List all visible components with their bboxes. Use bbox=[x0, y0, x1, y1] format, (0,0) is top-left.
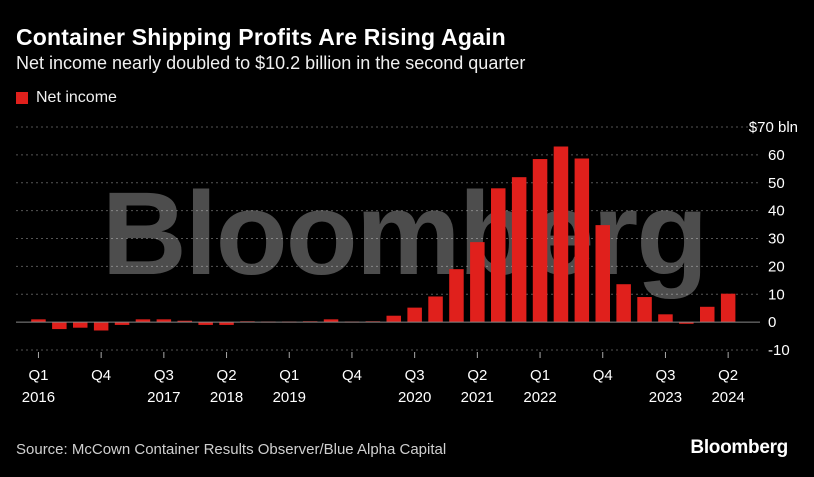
bar bbox=[93, 322, 109, 331]
legend-label: Net income bbox=[36, 89, 117, 106]
brand-logo: Bloomberg bbox=[690, 437, 788, 458]
bar bbox=[135, 319, 151, 323]
bar bbox=[73, 322, 88, 328]
bar bbox=[595, 225, 610, 323]
bar bbox=[532, 159, 548, 323]
x-tick-quarter-label: Q3 bbox=[154, 367, 174, 384]
bar bbox=[219, 322, 234, 325]
x-tick-quarter-label: Q3 bbox=[655, 367, 675, 384]
bar bbox=[511, 177, 527, 323]
bar bbox=[114, 322, 130, 325]
x-tick-year-label: 2021 bbox=[461, 389, 494, 406]
x-tick-year-label: 2022 bbox=[523, 389, 556, 406]
bar bbox=[198, 322, 213, 325]
legend: Net income bbox=[16, 89, 117, 107]
x-tick-quarter-label: Q4 bbox=[342, 367, 362, 384]
bar bbox=[449, 269, 464, 323]
x-tick-year-label: 2020 bbox=[398, 389, 431, 406]
y-tick-label: 10 bbox=[768, 286, 785, 303]
bar bbox=[720, 293, 736, 323]
chart-title: Container Shipping Profits Are Rising Ag… bbox=[16, 24, 506, 50]
chart-subtitle: Net income nearly doubled to $10.2 billi… bbox=[16, 53, 526, 73]
bar bbox=[31, 319, 46, 323]
bar bbox=[700, 306, 715, 323]
x-tick-quarter-label: Q2 bbox=[467, 367, 487, 384]
bar bbox=[637, 297, 652, 323]
x-tick-quarter-label: Q4 bbox=[593, 367, 613, 384]
bar bbox=[616, 284, 631, 323]
y-tick-label: 30 bbox=[768, 231, 785, 248]
watermark-logo: Bloomberg bbox=[102, 168, 707, 300]
x-tick-quarter-label: Q4 bbox=[91, 367, 111, 384]
x-tick-quarter-label: Q1 bbox=[28, 367, 48, 384]
bar bbox=[156, 319, 172, 323]
bar bbox=[407, 307, 422, 323]
y-tick-label: 0 bbox=[768, 314, 776, 331]
bar bbox=[679, 322, 694, 324]
x-tick-year-label: 2019 bbox=[273, 389, 306, 406]
y-tick-label: 20 bbox=[768, 258, 785, 275]
x-tick-quarter-label: Q1 bbox=[530, 367, 550, 384]
bar bbox=[428, 296, 443, 323]
legend-swatch bbox=[16, 92, 28, 104]
bar bbox=[553, 146, 569, 323]
x-tick-quarter-label: Q2 bbox=[718, 367, 738, 384]
x-tick-year-label: 2024 bbox=[711, 389, 744, 406]
y-tick-label: 40 bbox=[768, 203, 785, 220]
bar bbox=[574, 158, 590, 323]
y-tick-label: 50 bbox=[768, 175, 785, 192]
bar bbox=[386, 315, 401, 323]
x-tick-year-label: 2023 bbox=[649, 389, 682, 406]
x-tick-quarter-label: Q3 bbox=[405, 367, 425, 384]
x-tick-quarter-label: Q2 bbox=[217, 367, 237, 384]
x-tick-year-label: 2017 bbox=[147, 389, 180, 406]
bar bbox=[52, 322, 67, 330]
bar bbox=[323, 319, 339, 323]
x-tick-year-label: 2018 bbox=[210, 389, 243, 406]
bar bbox=[177, 320, 192, 323]
x-tick-quarter-label: Q1 bbox=[279, 367, 299, 384]
source-note: Source: McCown Container Results Observe… bbox=[16, 441, 447, 458]
bar bbox=[658, 314, 673, 323]
y-tick-label: $70 bln bbox=[749, 119, 798, 136]
y-tick-label: -10 bbox=[768, 342, 790, 359]
bar bbox=[470, 242, 485, 323]
y-tick-label: 60 bbox=[768, 147, 785, 164]
bar bbox=[491, 188, 506, 323]
x-tick-year-label: 2016 bbox=[22, 389, 55, 406]
